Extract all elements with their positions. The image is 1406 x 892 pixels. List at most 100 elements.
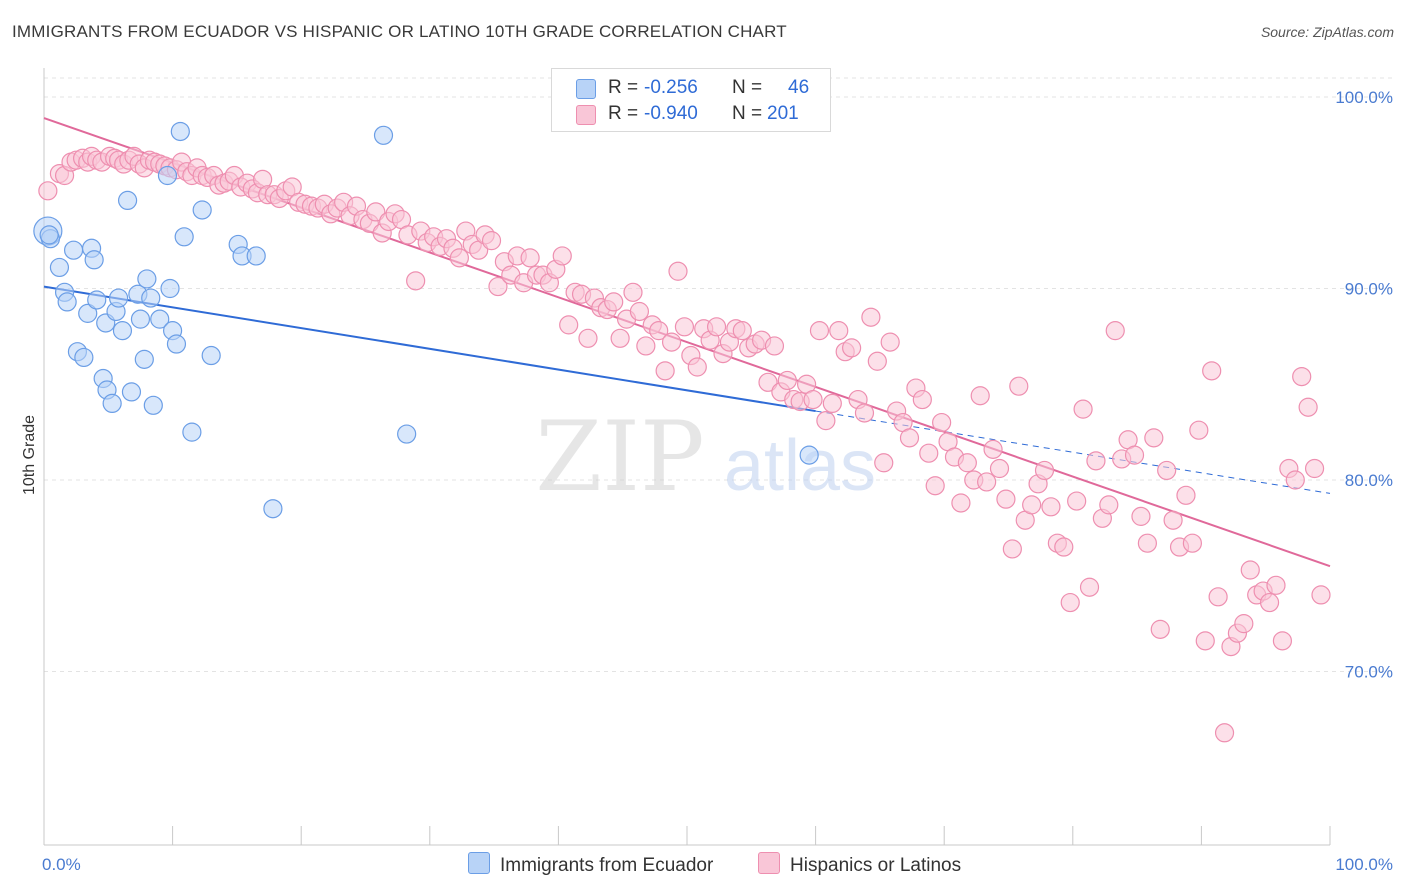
point-hispanic [1034, 460, 1055, 481]
legend-r-label: R = [608, 103, 639, 124]
point-hispanic [406, 271, 426, 291]
y-tick-label: 100.0% [1335, 88, 1393, 107]
point-hispanic [687, 357, 707, 377]
point-ecuador [102, 393, 122, 413]
point-hispanic [520, 248, 540, 268]
point-hispanic [674, 317, 695, 337]
point-hispanic [610, 328, 630, 348]
legend-n-value: 46 [788, 77, 810, 98]
point-ecuador [121, 382, 142, 402]
point-ecuador [246, 246, 266, 266]
legend-n-value: 201 [767, 103, 799, 124]
point-hispanic [1041, 497, 1061, 517]
point-hispanic [1202, 361, 1222, 381]
point-hispanic [861, 307, 881, 327]
point-hispanic [1009, 376, 1029, 396]
point-hispanic [1298, 397, 1318, 417]
x-tick-label: 0.0% [42, 855, 81, 874]
point-hispanic [1022, 495, 1042, 515]
point-hispanic [1311, 585, 1331, 605]
point-ecuador [78, 303, 98, 323]
point-hispanic [880, 332, 900, 352]
point-hispanic [578, 328, 598, 348]
point-hispanic [661, 332, 682, 352]
point-hispanic [829, 321, 849, 341]
point-hispanic [983, 439, 1003, 459]
bottom-legend-swatch-hispanic [758, 852, 780, 874]
point-hispanic [1176, 485, 1196, 505]
bottom-legend-label: Hispanics or Latinos [790, 855, 962, 876]
point-hispanic [38, 181, 58, 201]
y-tick-label: 90.0% [1345, 280, 1393, 299]
point-hispanic [977, 472, 997, 492]
point-hispanic [1208, 587, 1228, 607]
point-hispanic [1234, 614, 1254, 634]
point-hispanic [1182, 533, 1202, 553]
point-ecuador [174, 227, 194, 247]
point-hispanic [1002, 539, 1022, 559]
point-hispanic [854, 403, 875, 423]
point-ecuador [57, 292, 77, 312]
point-hispanic [919, 443, 939, 463]
point-ecuador [182, 422, 202, 442]
point-ecuador [112, 321, 133, 341]
point-hispanic [1189, 420, 1209, 440]
point-hispanic [604, 292, 624, 312]
point-hispanic [668, 261, 688, 281]
point-hispanic [1272, 631, 1293, 651]
point-hispanic [970, 386, 990, 406]
point-ecuador [192, 200, 212, 220]
legend-r-label: R = [608, 77, 639, 98]
y-tick-label: 70.0% [1345, 663, 1393, 682]
point-hispanic [732, 321, 752, 341]
point-ecuador [87, 290, 107, 310]
point-ecuador [263, 499, 283, 519]
point-hispanic [1124, 445, 1145, 465]
point-ecuador [397, 424, 417, 444]
point-ecuador [201, 345, 221, 366]
point-hispanic [816, 411, 836, 431]
point-hispanic [842, 338, 862, 358]
point-hispanic [764, 336, 785, 356]
point-hispanic [706, 317, 727, 337]
legend-n-label: N = [732, 77, 763, 98]
point-ecuador [150, 309, 170, 329]
point-ecuador [166, 334, 187, 354]
point-ecuador [49, 257, 70, 278]
point-hispanic [925, 476, 945, 496]
point-hispanic [552, 246, 572, 266]
y-tick-label: 80.0% [1345, 471, 1393, 490]
point-hispanic [957, 453, 977, 473]
point-hispanic [649, 321, 669, 341]
point-ecuador [117, 190, 138, 211]
point-hispanic [655, 361, 675, 381]
data-points [33, 121, 1331, 743]
source-label[interactable]: Source: ZipAtlas.com [1260, 24, 1394, 40]
point-hispanic [1079, 577, 1100, 597]
point-hispanic [1214, 723, 1235, 743]
point-ecuador [134, 349, 154, 369]
point-hispanic [1195, 631, 1215, 651]
point-hispanic [1067, 491, 1087, 511]
point-hispanic [636, 336, 656, 356]
point-hispanic [1060, 592, 1080, 613]
legend-r-value: -0.256 [644, 77, 698, 98]
point-hispanic [1157, 460, 1177, 481]
bottom-legend-ecuador[interactable]: Immigrants from Ecuador [468, 852, 713, 877]
point-ecuador [137, 269, 157, 289]
legend-swatch-hispanic [576, 105, 596, 125]
bottom-legend-hispanic[interactable]: Hispanics or Latinos [758, 852, 961, 877]
point-hispanic [758, 372, 778, 392]
point-hispanic [1240, 560, 1260, 580]
gridlines [44, 77, 1392, 672]
point-hispanic [1285, 470, 1305, 490]
point-hispanic [912, 389, 932, 410]
point-ecuador [74, 347, 94, 368]
point-ecuador [373, 125, 394, 145]
point-ecuador [170, 121, 190, 142]
point-hispanic [481, 231, 502, 251]
point-ecuador [799, 445, 819, 465]
point-ecuador [63, 240, 84, 260]
point-hispanic [1131, 506, 1151, 526]
